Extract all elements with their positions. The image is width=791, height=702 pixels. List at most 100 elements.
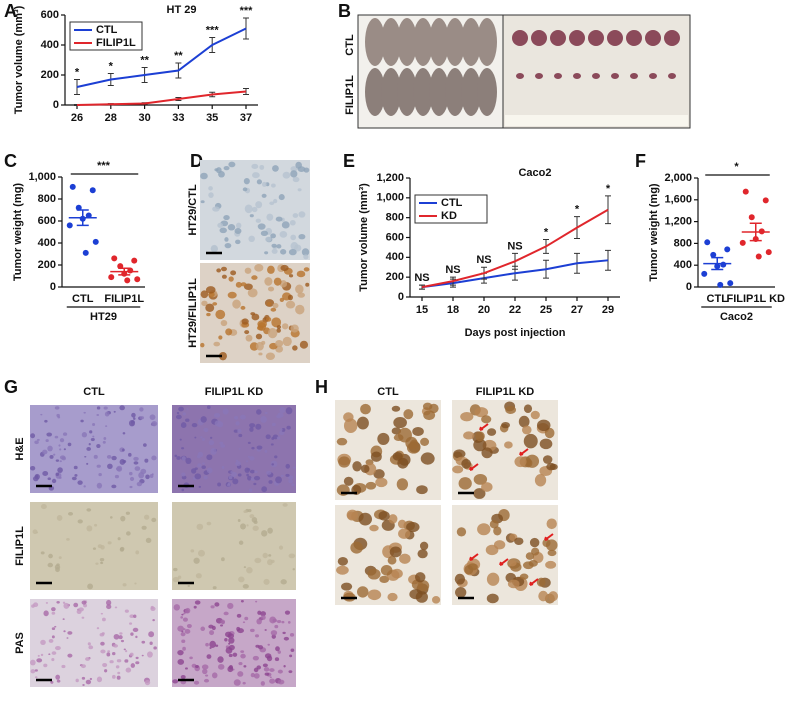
texture-dot	[191, 422, 198, 428]
texture-dot	[256, 179, 262, 185]
texture-dot	[352, 461, 362, 472]
texture-dot	[255, 600, 258, 603]
texture-dot	[290, 170, 298, 178]
texture-dot	[255, 423, 262, 430]
texture-dot	[173, 604, 181, 611]
texture-dot	[280, 249, 287, 255]
texture-dot	[292, 466, 296, 469]
texture-dot	[365, 481, 377, 490]
texture-dot	[54, 625, 57, 628]
texture-dot	[212, 206, 220, 212]
mouse	[461, 18, 481, 66]
texture-dot	[43, 663, 48, 668]
texture-dot	[347, 511, 356, 520]
texture-dot	[271, 634, 276, 639]
texture-dot	[399, 553, 411, 564]
texture-dot	[113, 410, 116, 413]
texture-dot	[271, 243, 277, 248]
texture-dot	[337, 557, 349, 566]
texture-dot	[208, 192, 214, 198]
texture-dot	[240, 600, 244, 603]
texture-dot	[81, 616, 85, 619]
texture-dot	[33, 602, 39, 608]
texture-dot	[452, 465, 464, 474]
texture-dot	[181, 472, 186, 477]
texture-dot	[129, 652, 134, 657]
texture-dot	[268, 554, 272, 557]
texture-dot	[92, 435, 95, 438]
x-tick-label: 35	[206, 112, 218, 124]
x-tick-label: FILIP1L	[104, 293, 144, 305]
texture-dot	[50, 680, 54, 684]
texture-dot	[392, 452, 403, 461]
texture-dot	[387, 592, 398, 602]
texture-dot	[406, 522, 420, 533]
texture-dot	[454, 573, 466, 585]
texture-dot	[132, 627, 139, 633]
chart-title: HT 29	[167, 4, 197, 16]
texture-dot	[190, 549, 195, 553]
texture-dot	[276, 328, 281, 333]
row-label: H&E	[14, 437, 26, 460]
texture-dot	[210, 448, 217, 455]
texture-dot	[123, 648, 126, 651]
x-tick-label: 18	[447, 304, 459, 316]
texture-dot	[232, 652, 238, 657]
texture-dot	[100, 612, 104, 615]
micrograph	[172, 502, 296, 590]
texture-dot	[94, 523, 98, 527]
row-label: HT29/FILIP1L	[187, 278, 199, 348]
texture-dot	[219, 227, 227, 234]
texture-dot	[276, 244, 282, 249]
texture-dot	[126, 531, 131, 536]
texture-dot	[237, 671, 244, 677]
texture-dot	[202, 462, 205, 465]
texture-dot	[119, 632, 123, 635]
texture-dot	[62, 432, 68, 436]
texture-dot	[185, 607, 191, 614]
x-tick-label: CTL	[707, 293, 729, 305]
texture-dot	[228, 161, 236, 168]
texture-dot	[240, 414, 246, 420]
texture-dot	[534, 474, 547, 487]
y-tick-label: 0	[398, 291, 404, 303]
texture-dot	[393, 416, 407, 429]
tumor	[554, 73, 562, 79]
texture-dot	[290, 234, 297, 241]
texture-dot	[260, 611, 266, 617]
mouse	[429, 68, 449, 116]
texture-dot	[246, 473, 249, 477]
texture-dot	[81, 432, 88, 438]
texture-dot	[34, 669, 38, 672]
texture-dot	[246, 524, 249, 527]
texture-dot	[247, 509, 252, 513]
texture-dot	[76, 609, 82, 615]
texture-dot	[201, 664, 209, 670]
data-point	[701, 270, 708, 277]
texture-dot	[96, 406, 101, 410]
texture-dot	[122, 448, 125, 452]
x-tick-label: 15	[416, 304, 428, 316]
texture-dot	[174, 454, 178, 458]
texture-dot	[278, 194, 285, 201]
texture-dot	[106, 652, 111, 657]
texture-dot	[227, 483, 231, 487]
texture-dot	[189, 656, 193, 660]
texture-dot	[283, 636, 290, 641]
texture-dot	[35, 531, 39, 534]
texture-dot	[177, 649, 184, 656]
row-label: FILIP1L	[14, 526, 26, 566]
texture-dot	[103, 436, 107, 440]
texture-dot	[514, 456, 527, 468]
texture-dot	[206, 405, 211, 410]
texture-dot	[272, 302, 279, 309]
series-line	[76, 27, 247, 88]
texture-dot	[275, 216, 283, 222]
data-point	[89, 187, 96, 194]
texture-dot	[88, 443, 91, 446]
texture-dot	[172, 576, 180, 583]
texture-dot	[287, 621, 291, 624]
texture-dot	[58, 444, 61, 447]
texture-dot	[44, 419, 48, 423]
texture-dot	[122, 583, 127, 587]
